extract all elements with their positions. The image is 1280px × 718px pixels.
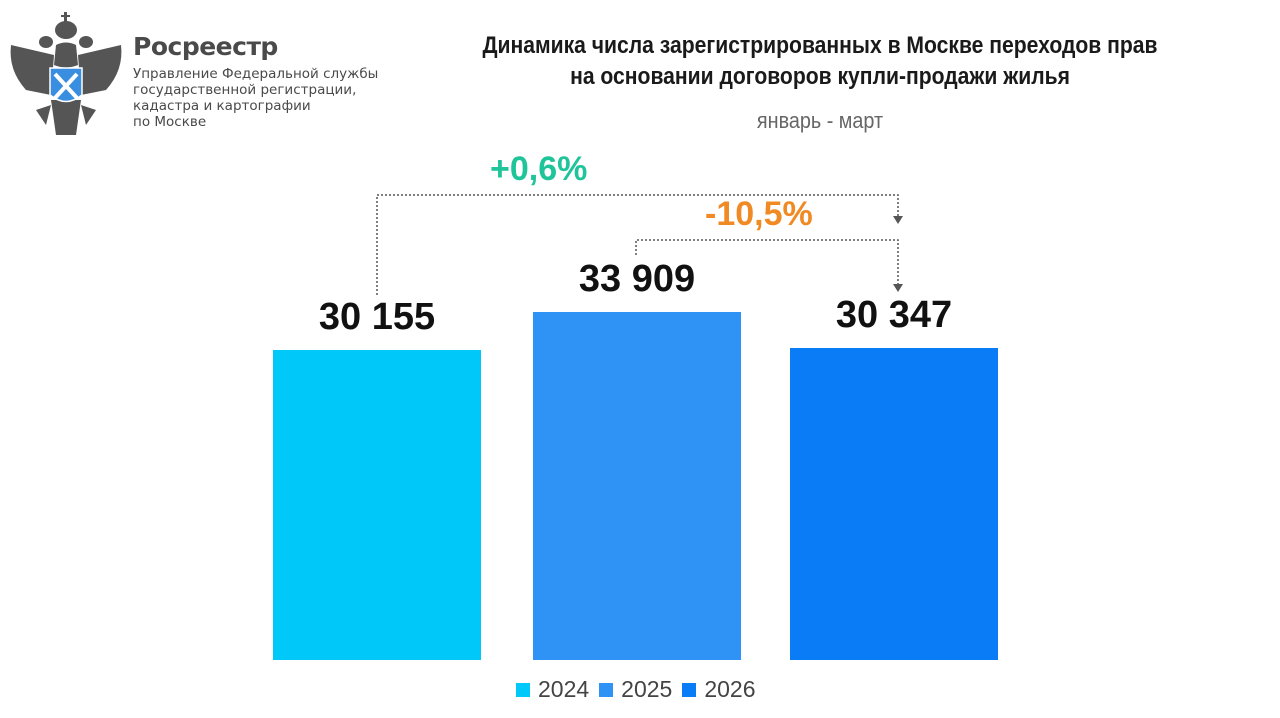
legend-label: 2026 [704, 676, 756, 702]
legend-swatch [682, 682, 697, 697]
brand-name: Росреестр [133, 32, 278, 61]
chart-title: Динамика числа зарегистрированных в Моск… [433, 30, 1207, 92]
value-label-2024: 30 155 [318, 296, 436, 339]
legend-item-2026: 2026 [682, 676, 756, 703]
legend-item-2024: 2024 [516, 676, 589, 703]
value-label-2026: 30 347 [835, 294, 953, 337]
org-line: по Москве [133, 114, 207, 130]
arrow-head-icon [893, 284, 903, 292]
bar-2025 [533, 311, 741, 660]
rosreestr-emblem-logo [10, 12, 122, 135]
org-line: государственной регистрации, [133, 82, 357, 98]
chart-title-line: на основании договоров купли-продажи жил… [570, 63, 1070, 90]
change-label-2025-2026: -10,5% [705, 195, 813, 233]
legend-label: 2024 [538, 676, 590, 702]
organization-name: Управление Федеральной службы государств… [133, 66, 393, 130]
legend: 2024 2025 2026 [516, 676, 756, 703]
change-label-2024-2026: +0,6% [490, 150, 588, 188]
bracket-2024-2026 [376, 194, 899, 295]
legend-swatch [516, 682, 530, 697]
chart-subtitle: январь - март [756, 108, 884, 133]
legend-swatch [599, 682, 614, 697]
legend-label: 2025 [621, 676, 673, 702]
bar-2026 [790, 348, 998, 660]
org-line: Управление Федеральной службы [133, 66, 379, 82]
chart-title-line: Динамика числа зарегистрированных в Моск… [482, 32, 1158, 59]
org-line: кадастра и картографии [133, 98, 311, 114]
arrow-head-icon [893, 216, 903, 224]
bar-2024 [273, 350, 481, 660]
bracket-2025-2026 [635, 239, 899, 284]
legend-item-2025: 2025 [599, 676, 672, 703]
value-label-2025: 33 909 [578, 257, 696, 300]
